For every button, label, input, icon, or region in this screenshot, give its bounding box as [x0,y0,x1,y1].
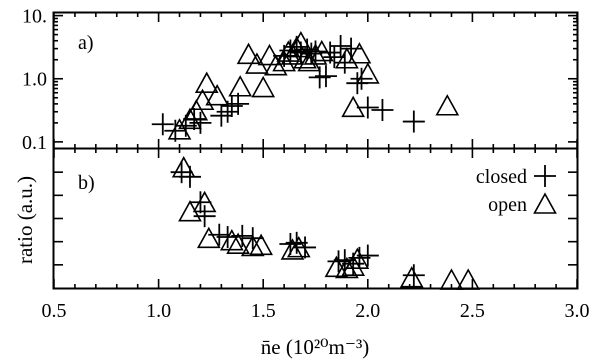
point-b-open [219,229,244,251]
point-b-open [456,268,481,290]
point-b-open [280,238,305,260]
point-a-open [303,43,328,65]
x-tick-label: 2.0 [355,300,380,322]
point-a-open [205,84,230,106]
point-a-open [194,71,219,93]
point-a-open [245,52,269,74]
point-b-open [345,247,370,270]
point-b-closed [170,161,193,184]
point-a-open [178,107,202,130]
x-tick-label: 2.5 [460,300,485,322]
legend: closed open [476,165,557,216]
point-a-open [236,42,261,65]
x-tick-label: 1.5 [251,300,276,322]
point-a-open [257,43,282,66]
point-a-closed [329,35,352,58]
point-b-open [196,226,221,249]
tick-labels: 0.5 1.0 1.5 2.0 2.5 3.0 0.1 1.0 10. [22,6,590,322]
panel-a-frame [52,11,579,150]
y-tick-label-a: 0.1 [22,132,47,154]
point-a-open [435,94,460,116]
point-b-open [240,234,265,257]
point-a-open [190,88,215,111]
point-a-closed [189,111,212,134]
point-a-open [263,54,288,76]
point-b-closed [402,264,425,287]
point-a-open [284,35,309,58]
legend-triangle-marker [533,192,557,214]
x-tick-label: 0.5 [42,300,67,322]
legend-label-open: open [488,194,527,216]
point-a-closed [314,65,337,88]
point-a-closed [402,110,425,133]
x-tick-label: 1.0 [146,300,171,322]
y-axis-label: ratio (a.u.) [13,176,37,264]
point-b-open [171,156,196,178]
panel-a-label: a) [78,32,94,54]
panel-b-frame [52,147,579,290]
point-a-open [228,75,253,97]
point-a-open [341,95,366,118]
point-b-open [192,190,217,213]
x-tick-label: 3.0 [565,300,590,322]
point-a-open [347,42,372,64]
data-points [151,30,481,290]
x-axis-label: n̄e (10²⁰m⁻³) [261,335,370,359]
point-a-closed [151,113,174,136]
point-a-closed [371,98,394,121]
point-b-open [226,232,250,254]
legend-label-closed: closed [476,166,527,188]
y-tick-label-a: 10. [22,6,47,28]
axis-ticks [53,13,578,288]
point-a-open [184,99,209,121]
point-a-closed [210,104,233,127]
point-b-open [249,233,273,256]
point-a-open [167,118,192,140]
point-b-open [399,266,424,288]
point-a-open [309,39,334,62]
legend-plus-marker [534,165,556,187]
point-a-open [251,75,276,98]
panel-b-label: b) [78,172,95,194]
point-b-open [286,235,311,258]
point-a-closed [220,95,243,118]
point-a-open [293,47,317,69]
point-a-closed [350,67,373,90]
point-a-open [355,62,380,84]
point-b-closed [189,191,212,214]
point-b-open [439,268,464,290]
point-a-closed [356,96,379,119]
point-a-open [288,30,313,53]
point-b-closed [193,205,216,228]
y-tick-label-a: 1.0 [22,69,47,91]
